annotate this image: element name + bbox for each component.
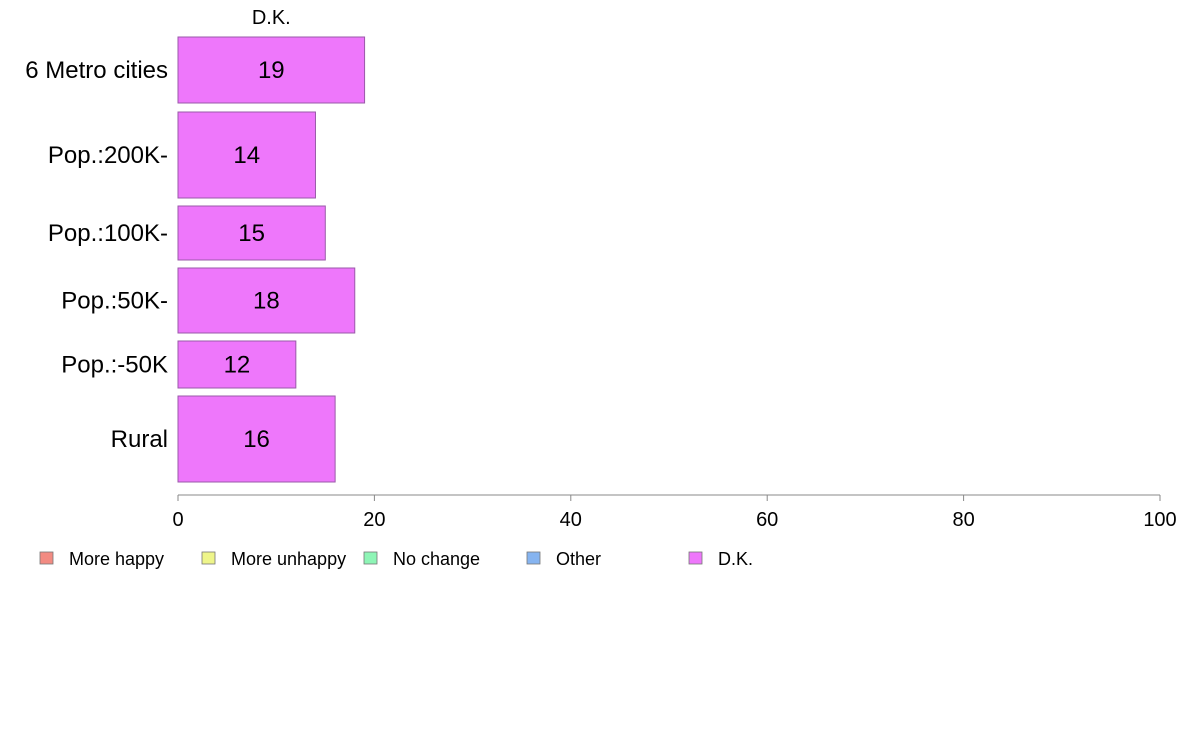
bar-value-label: 19 bbox=[258, 57, 285, 84]
bar bbox=[177, 36, 366, 104]
bar bbox=[177, 111, 316, 199]
legend: More happy More unhappy No change Other D.K. bbox=[39, 549, 753, 569]
legend-label: No change bbox=[393, 549, 480, 569]
bar-value-label: 15 bbox=[238, 220, 265, 247]
bar-row: 16 Rural bbox=[111, 395, 336, 483]
legend-label: D.K. bbox=[718, 549, 753, 569]
bar-row: 19 6 Metro cities bbox=[25, 36, 366, 104]
bar bbox=[177, 205, 326, 261]
x-tick-label: 100 bbox=[1143, 509, 1176, 531]
x-axis: 0 20 40 60 80 100 bbox=[172, 494, 1177, 531]
category-label: Pop.:100K- bbox=[48, 220, 168, 247]
bar-value-label: 14 bbox=[233, 142, 260, 169]
legend-swatch bbox=[201, 551, 216, 565]
x-tick-label: 0 bbox=[172, 509, 183, 531]
legend-item: More unhappy bbox=[201, 549, 346, 569]
x-tick-label: 60 bbox=[756, 509, 778, 531]
legend-label: More unhappy bbox=[231, 549, 346, 569]
bars-layer: 19 6 Metro cities 14 Pop.:200K- 15 Pop.:100K-… bbox=[25, 36, 366, 483]
legend-label: More happy bbox=[69, 549, 164, 569]
legend-item: No change bbox=[363, 549, 480, 569]
bar-row: 15 Pop.:100K- bbox=[48, 205, 326, 261]
bar bbox=[177, 395, 336, 483]
legend-label: Other bbox=[556, 549, 601, 569]
category-label: Rural bbox=[111, 426, 168, 453]
x-tick-label: 40 bbox=[560, 509, 582, 531]
x-tick-label: 80 bbox=[952, 509, 974, 531]
bar-row: 14 Pop.:200K- bbox=[48, 111, 316, 199]
legend-swatch bbox=[363, 551, 378, 565]
bar-row: 18 Pop.:50K- bbox=[61, 267, 356, 334]
legend-item: More happy bbox=[39, 549, 164, 569]
category-label: Pop.:200K- bbox=[48, 142, 168, 169]
bar bbox=[177, 340, 297, 389]
category-label: Pop.:50K- bbox=[61, 288, 168, 315]
category-label: Pop.:-50K bbox=[61, 352, 168, 379]
x-tick-label: 20 bbox=[363, 509, 385, 531]
bar-value-label: 12 bbox=[224, 352, 251, 379]
legend-swatch bbox=[526, 551, 541, 565]
bar-value-label: 18 bbox=[253, 288, 280, 315]
column-title: D.K. bbox=[252, 7, 291, 29]
category-label: 6 Metro cities bbox=[25, 57, 168, 84]
bar-value-label: 16 bbox=[243, 426, 270, 453]
legend-swatch bbox=[688, 551, 703, 565]
legend-item: Other bbox=[526, 549, 601, 569]
legend-item: D.K. bbox=[688, 549, 753, 569]
bar-row: 12 Pop.:-50K bbox=[61, 340, 297, 389]
legend-swatch bbox=[39, 551, 54, 565]
bar bbox=[177, 267, 356, 334]
